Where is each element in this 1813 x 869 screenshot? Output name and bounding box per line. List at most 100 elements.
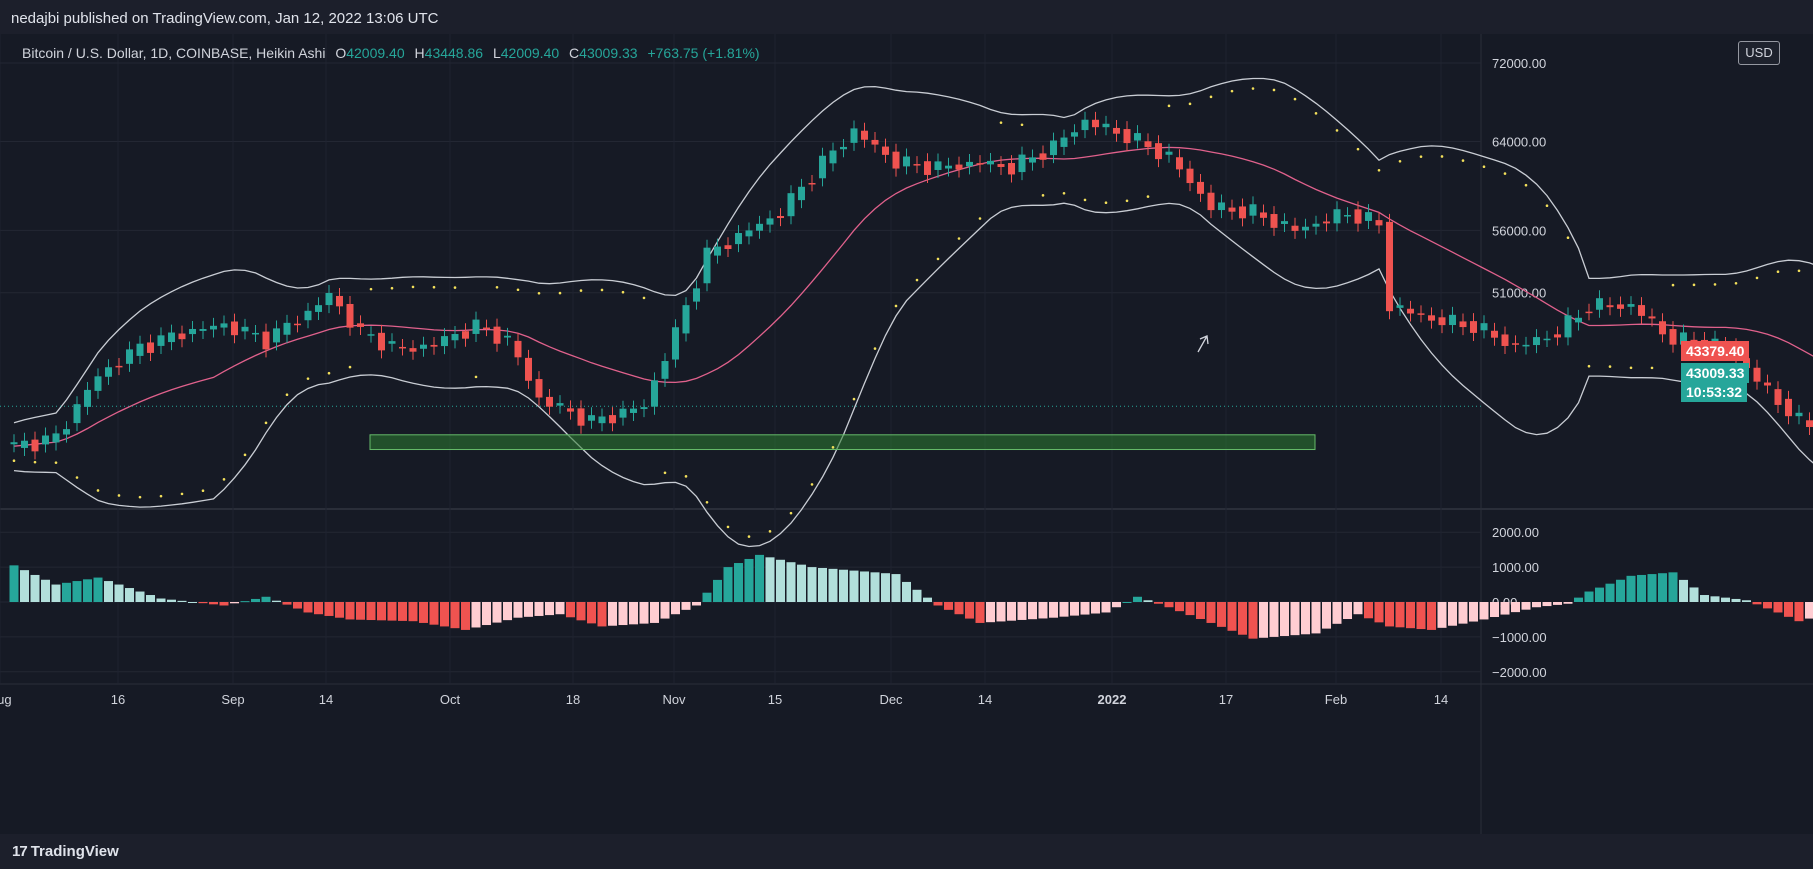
candle-body [189, 328, 196, 335]
histogram-bar [20, 570, 29, 602]
histogram-bar [1301, 602, 1310, 635]
sar-dot [1629, 366, 1633, 370]
histogram-bar [1080, 602, 1090, 615]
histogram-bar [1133, 596, 1142, 602]
histogram-bar [755, 554, 764, 602]
histogram-bar [965, 602, 974, 619]
histogram-bar [1406, 602, 1415, 629]
histogram-bar [1700, 595, 1709, 602]
candle-body [724, 245, 732, 249]
histogram-bar [1395, 602, 1405, 628]
histogram-bar [1364, 602, 1373, 619]
histogram-bar [860, 571, 869, 602]
candle-body [714, 246, 721, 256]
osc-tick-label: −1000.00 [1492, 630, 1547, 645]
candle-body [388, 341, 396, 344]
sar-dot [327, 371, 331, 375]
candle-body [955, 164, 963, 170]
candle-body [1008, 163, 1015, 175]
candle-body [1428, 315, 1435, 321]
sar-dot [1692, 283, 1696, 287]
price-tick-label: 72000.00 [1492, 56, 1546, 71]
sar-dot [1230, 89, 1234, 93]
candle-body [1081, 119, 1089, 131]
close-label: C [569, 45, 580, 61]
chart-area[interactable]: 72000.00 64000.00 56000.00 51000.00 2000.00 1… [0, 34, 1813, 834]
histogram-bar [9, 565, 19, 602]
histogram-bar [93, 577, 103, 602]
candle-body [346, 303, 354, 328]
histogram-bar [1164, 602, 1174, 608]
histogram-bar [1280, 602, 1289, 637]
histogram-bar [1458, 602, 1468, 624]
candle-body [1165, 151, 1173, 155]
chart-svg[interactable]: 72000.00 64000.00 56000.00 51000.00 2000.00 1… [0, 34, 1813, 834]
histogram-bar [1490, 602, 1499, 618]
histogram-bar [1553, 602, 1562, 605]
candle-body [336, 295, 343, 307]
candle-body [577, 408, 585, 426]
candle-body [1680, 332, 1687, 345]
candle-body [1491, 330, 1498, 338]
sar-dot [1650, 366, 1654, 370]
time-tick-label: 2022 [1098, 692, 1127, 707]
candle-body [94, 376, 102, 391]
candle-body [483, 327, 490, 330]
histogram-bar [1248, 602, 1258, 639]
open-label: O [335, 45, 347, 61]
tradingview-logo[interactable]: 17 TradingView [12, 843, 119, 860]
sar-dot [915, 278, 919, 282]
candle-body [1564, 315, 1572, 338]
histogram-bar [944, 602, 953, 610]
histogram-bar [713, 579, 722, 602]
candle-body [304, 310, 312, 321]
candle-body [430, 344, 438, 347]
sar-dot [768, 530, 772, 533]
symbol-title[interactable]: Bitcoin / U.S. Dollar, 1D, COINBASE, Hei… [22, 45, 326, 61]
sar-dot [1440, 155, 1444, 158]
histogram-bar [1259, 602, 1268, 638]
histogram-bar [461, 602, 470, 630]
candle-body [1249, 204, 1257, 216]
histogram-bar [1122, 602, 1132, 603]
sar-dot [537, 291, 541, 295]
sar-dot [663, 471, 667, 475]
candle-body [598, 416, 606, 424]
sar-dot [432, 285, 436, 289]
candle-body [693, 288, 700, 302]
histogram-bar [839, 569, 848, 602]
low-value: 42009.40 [500, 45, 560, 61]
currency-badge[interactable]: USD [1738, 41, 1780, 65]
sar-dot [138, 495, 142, 499]
histogram-bar [776, 559, 785, 602]
histogram-bar [314, 602, 323, 615]
histogram-bar [230, 602, 239, 604]
histogram-bar [1290, 602, 1300, 636]
bar-countdown: 10:53:32 [1681, 382, 1748, 402]
candle-body [273, 328, 280, 343]
histogram-bar [1353, 602, 1363, 615]
candle-body [10, 442, 18, 445]
histogram-bar [786, 562, 796, 602]
sar-dot [516, 288, 520, 292]
candle-body [588, 415, 595, 421]
candle-body [787, 193, 795, 217]
candle-body [294, 323, 301, 326]
histogram-bar [1658, 573, 1667, 602]
histogram-bar [1238, 602, 1247, 635]
publisher-bar: nedajbi published on TradingView.com, Ja… [0, 0, 1813, 34]
histogram-bar [608, 602, 617, 626]
sar-dot [957, 237, 961, 240]
histogram-bar [156, 598, 166, 602]
histogram-bar [1647, 574, 1657, 602]
sar-dot [873, 347, 877, 350]
sar-dot [1146, 195, 1150, 198]
candle-body [1029, 157, 1036, 163]
candle-body [1795, 412, 1803, 417]
time-tick-label: 17 [1219, 692, 1233, 707]
candle-body [1323, 221, 1330, 224]
histogram-bar [902, 581, 911, 602]
histogram-bar [440, 602, 449, 627]
candle-body [861, 130, 868, 140]
candle-body [472, 319, 480, 334]
